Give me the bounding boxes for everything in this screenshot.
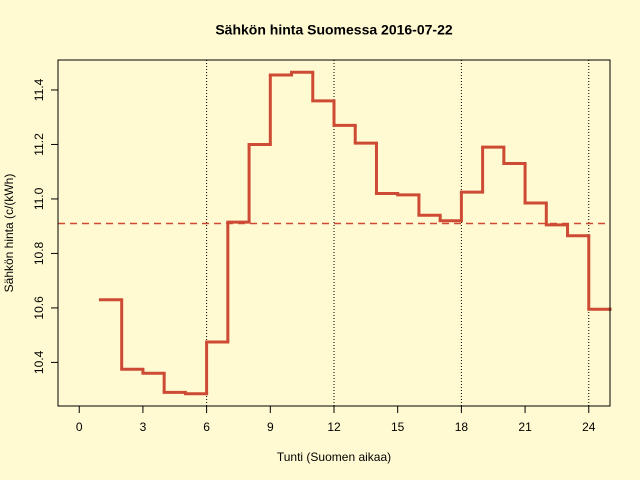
- x-tick-label: 0: [76, 420, 83, 434]
- x-tick-label: 24: [582, 420, 596, 434]
- x-tick-label: 9: [267, 420, 274, 434]
- x-tick-label: 21: [518, 420, 532, 434]
- y-tick-label: 10.4: [32, 350, 46, 374]
- x-tick-label: 18: [455, 420, 469, 434]
- x-tick-label: 15: [391, 420, 405, 434]
- plot-frame: [57, 59, 611, 407]
- y-tick-label: 10.6: [32, 296, 46, 320]
- x-tick-label: 6: [203, 420, 210, 434]
- y-axis-label: Sähkön hinta (c/(kWh): [2, 174, 16, 293]
- x-tick-label: 12: [327, 420, 341, 434]
- y-tick-label: 11.2: [32, 133, 46, 156]
- chart-title: Sähkön hinta Suomessa 2016-07-22: [215, 22, 453, 38]
- x-axis-label: Tunti (Suomen aikaa): [277, 450, 391, 464]
- x-tick-label: 3: [140, 420, 147, 434]
- y-tick-label: 10.8: [32, 241, 46, 265]
- y-tick-label: 11.4: [32, 78, 46, 101]
- y-tick-label: 11.0: [32, 187, 46, 210]
